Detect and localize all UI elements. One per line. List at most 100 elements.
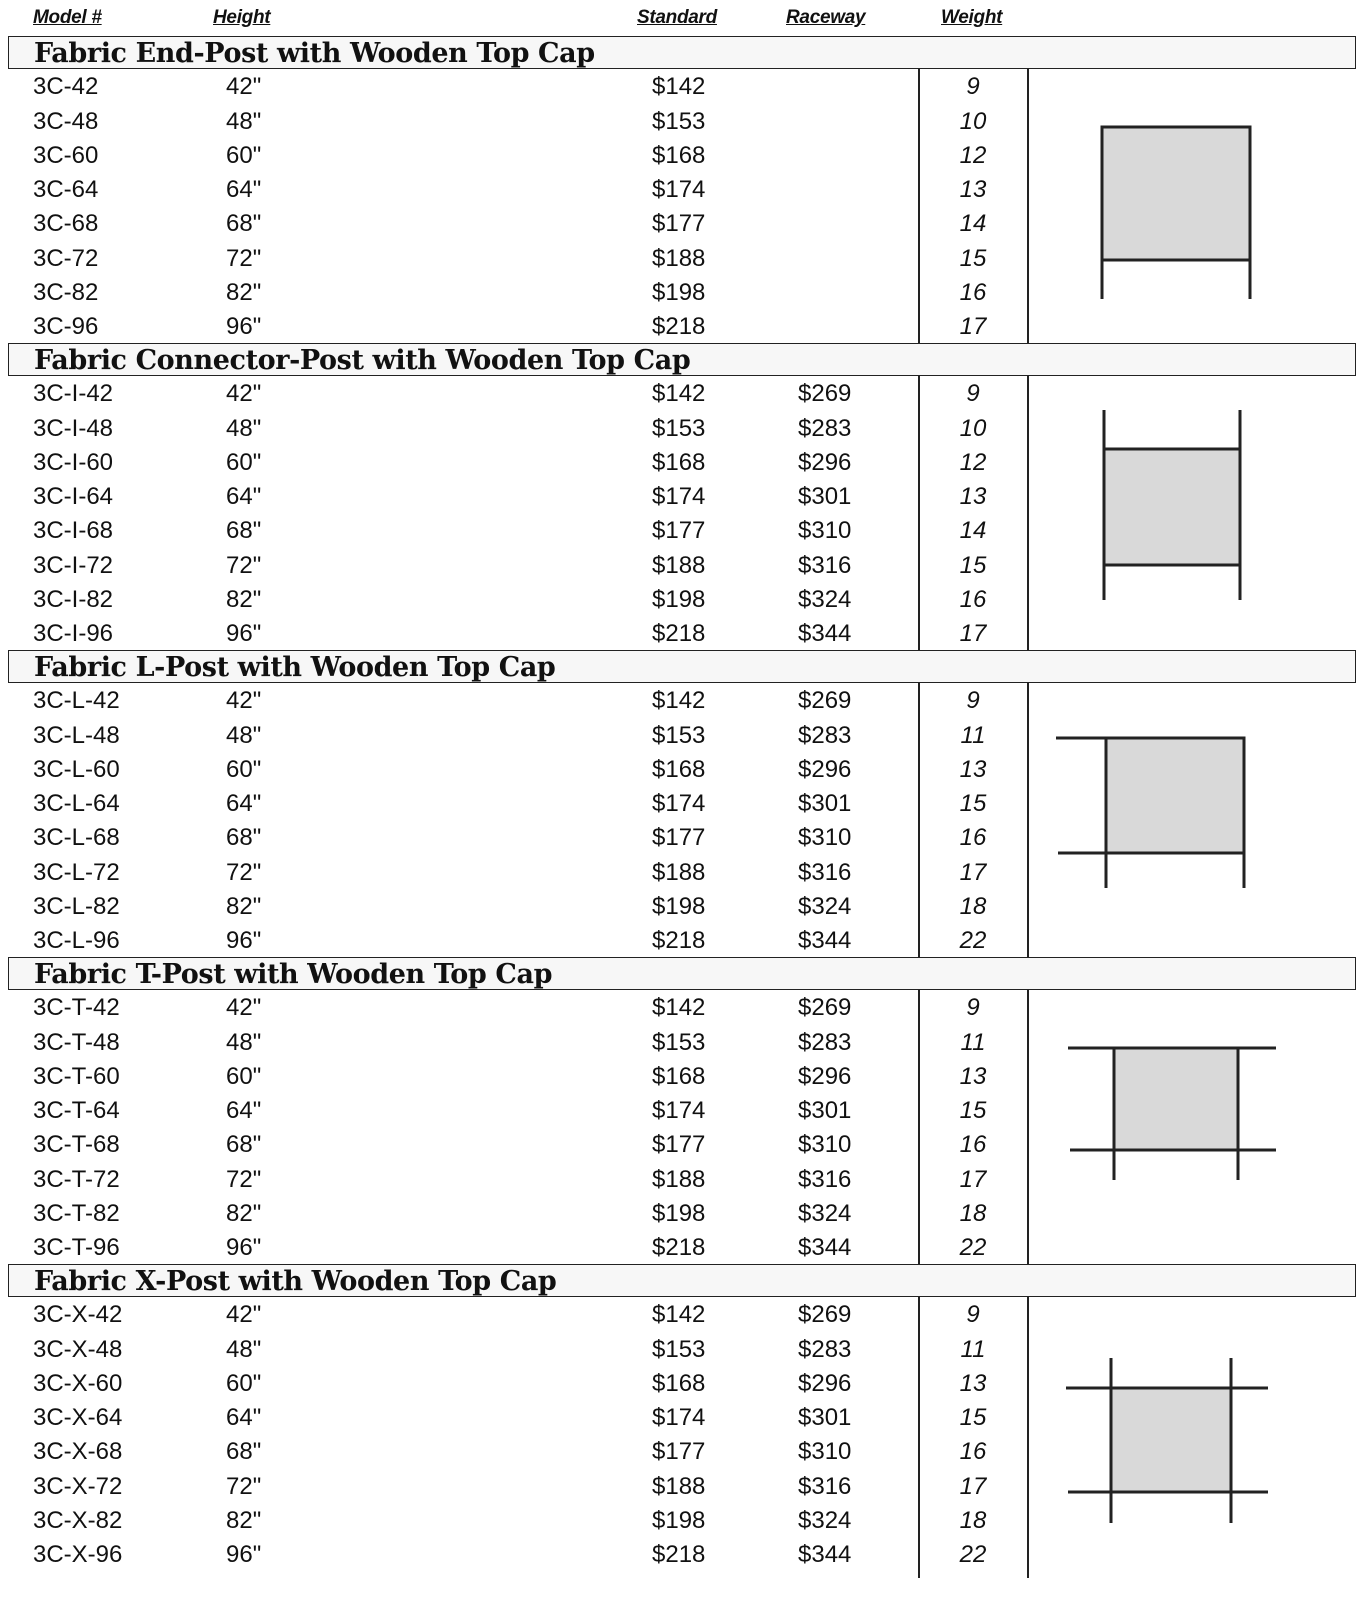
cell-model: 3C-64 bbox=[33, 176, 99, 203]
table-row: 3C-T-42 42" $142 $269 9 bbox=[8, 990, 1027, 1025]
cell-height: 96" bbox=[226, 620, 262, 647]
cell-raceway: $316 bbox=[798, 859, 852, 886]
t-post-icon bbox=[1028, 990, 1358, 1271]
cell-model: 3C-X-60 bbox=[33, 1370, 123, 1397]
cell-standard: $177 bbox=[652, 1438, 706, 1465]
cell-weight: 15 bbox=[959, 552, 987, 579]
table-row: 3C-L-64 64" $174 $301 15 bbox=[8, 786, 1027, 821]
cell-height: 48" bbox=[226, 415, 262, 442]
table-row: 3C-X-68 68" $177 $310 16 bbox=[8, 1434, 1027, 1469]
cell-standard: $168 bbox=[652, 756, 706, 783]
cell-height: 64" bbox=[226, 176, 262, 203]
cell-standard: $198 bbox=[652, 1200, 706, 1227]
cell-weight: 17 bbox=[959, 313, 987, 340]
section-title-bar: Fabric L-Post with Wooden Top Cap bbox=[8, 650, 1356, 683]
cell-weight: 9 bbox=[966, 994, 980, 1021]
cell-model: 3C-L-48 bbox=[33, 722, 120, 749]
table-row: 3C-60 60" $168 12 bbox=[8, 138, 1027, 173]
cell-weight: 15 bbox=[959, 790, 987, 817]
table-row: 3C-X-96 96" $218 $344 22 bbox=[8, 1537, 1027, 1572]
cell-weight: 22 bbox=[959, 1541, 987, 1568]
cell-raceway: $296 bbox=[798, 1370, 852, 1397]
header-height: Height bbox=[213, 7, 271, 28]
cell-raceway: $296 bbox=[798, 756, 852, 783]
cell-standard: $198 bbox=[652, 586, 706, 613]
cell-height: 82" bbox=[226, 1200, 262, 1227]
cell-model: 3C-L-60 bbox=[33, 756, 120, 783]
table-body: 3C-L-42 42" $142 $269 9 3C-L-48 48" $153 $283 11 3… bbox=[8, 683, 1027, 964]
column-divider bbox=[918, 990, 920, 1271]
cell-height: 96" bbox=[226, 313, 262, 340]
cell-height: 42" bbox=[226, 380, 262, 407]
table-row: 3C-X-48 48" $153 $283 11 bbox=[8, 1332, 1027, 1367]
cell-model: 3C-I-72 bbox=[33, 552, 114, 579]
cell-weight: 13 bbox=[959, 1063, 987, 1090]
table-row: 3C-X-42 42" $142 $269 9 bbox=[8, 1297, 1027, 1332]
cell-weight: 16 bbox=[959, 586, 987, 613]
cell-height: 72" bbox=[226, 1166, 262, 1193]
cell-raceway: $310 bbox=[798, 1438, 852, 1465]
table-row: 3C-L-42 42" $142 $269 9 bbox=[8, 683, 1027, 718]
cell-height: 60" bbox=[226, 449, 262, 476]
cell-model: 3C-T-96 bbox=[33, 1234, 120, 1261]
section-title-bar: Fabric T-Post with Wooden Top Cap bbox=[8, 957, 1356, 990]
cell-model: 3C-I-96 bbox=[33, 620, 114, 647]
cell-height: 68" bbox=[226, 824, 262, 851]
cell-weight: 13 bbox=[959, 1370, 987, 1397]
cell-raceway: $269 bbox=[798, 380, 852, 407]
table-body: 3C-T-42 42" $142 $269 9 3C-T-48 48" $153 $283 11 3… bbox=[8, 990, 1027, 1271]
table-row: 3C-I-42 42" $142 $269 9 bbox=[8, 376, 1027, 411]
section-l-post: Fabric L-Post with Wooden Top Cap 3C-L-42… bbox=[8, 650, 1358, 964]
cell-model: 3C-I-82 bbox=[33, 586, 114, 613]
cell-weight: 18 bbox=[959, 893, 987, 920]
table-body: 3C-X-42 42" $142 $269 9 3C-X-48 48" $153 $283 11 3… bbox=[8, 1297, 1027, 1578]
section-title-bar: Fabric End-Post with Wooden Top Cap bbox=[8, 36, 1356, 69]
table-row: 3C-X-64 64" $174 $301 15 bbox=[8, 1400, 1027, 1435]
cell-height: 60" bbox=[226, 142, 262, 169]
cell-model: 3C-T-68 bbox=[33, 1131, 120, 1158]
cell-standard: $198 bbox=[652, 1507, 706, 1534]
table-row: 3C-L-60 60" $168 $296 13 bbox=[8, 752, 1027, 787]
table-row: 3C-L-96 96" $218 $344 22 bbox=[8, 923, 1027, 958]
column-divider bbox=[918, 1297, 920, 1578]
table-row: 3C-T-82 82" $198 $324 18 bbox=[8, 1196, 1027, 1231]
cell-model: 3C-L-96 bbox=[33, 927, 120, 954]
table-row: 3C-L-68 68" $177 $310 16 bbox=[8, 820, 1027, 855]
cell-weight: 16 bbox=[959, 1438, 987, 1465]
cell-weight: 16 bbox=[959, 824, 987, 851]
cell-standard: $168 bbox=[652, 1370, 706, 1397]
table-row: 3C-I-96 96" $218 $344 17 bbox=[8, 616, 1027, 651]
cell-height: 96" bbox=[226, 927, 262, 954]
cell-raceway: $269 bbox=[798, 687, 852, 714]
table-row: 3C-64 64" $174 13 bbox=[8, 172, 1027, 207]
cell-standard: $153 bbox=[652, 415, 706, 442]
cell-weight: 17 bbox=[959, 859, 987, 886]
cell-height: 48" bbox=[226, 1029, 262, 1056]
cell-height: 82" bbox=[226, 1507, 262, 1534]
cell-weight: 10 bbox=[959, 415, 987, 442]
cell-height: 42" bbox=[226, 687, 262, 714]
cell-height: 82" bbox=[226, 279, 262, 306]
table-row: 3C-I-48 48" $153 $283 10 bbox=[8, 411, 1027, 446]
cell-raceway: $310 bbox=[798, 824, 852, 851]
cell-height: 48" bbox=[226, 1336, 262, 1363]
cell-height: 42" bbox=[226, 73, 262, 100]
cell-standard: $174 bbox=[652, 790, 706, 817]
cell-raceway: $296 bbox=[798, 1063, 852, 1090]
cell-standard: $174 bbox=[652, 1097, 706, 1124]
cell-weight: 12 bbox=[959, 449, 987, 476]
cell-model: 3C-82 bbox=[33, 279, 99, 306]
cell-weight: 13 bbox=[959, 483, 987, 510]
cell-height: 64" bbox=[226, 1404, 262, 1431]
cell-weight: 10 bbox=[959, 108, 987, 135]
cell-model: 3C-96 bbox=[33, 313, 99, 340]
cell-standard: $168 bbox=[652, 449, 706, 476]
table-row: 3C-48 48" $153 10 bbox=[8, 104, 1027, 139]
table-row: 3C-T-68 68" $177 $310 16 bbox=[8, 1127, 1027, 1162]
cell-height: 68" bbox=[226, 1438, 262, 1465]
cell-raceway: $296 bbox=[798, 449, 852, 476]
cell-height: 72" bbox=[226, 859, 262, 886]
cell-raceway: $344 bbox=[798, 927, 852, 954]
cell-weight: 9 bbox=[966, 1301, 980, 1328]
column-divider bbox=[1027, 69, 1029, 350]
